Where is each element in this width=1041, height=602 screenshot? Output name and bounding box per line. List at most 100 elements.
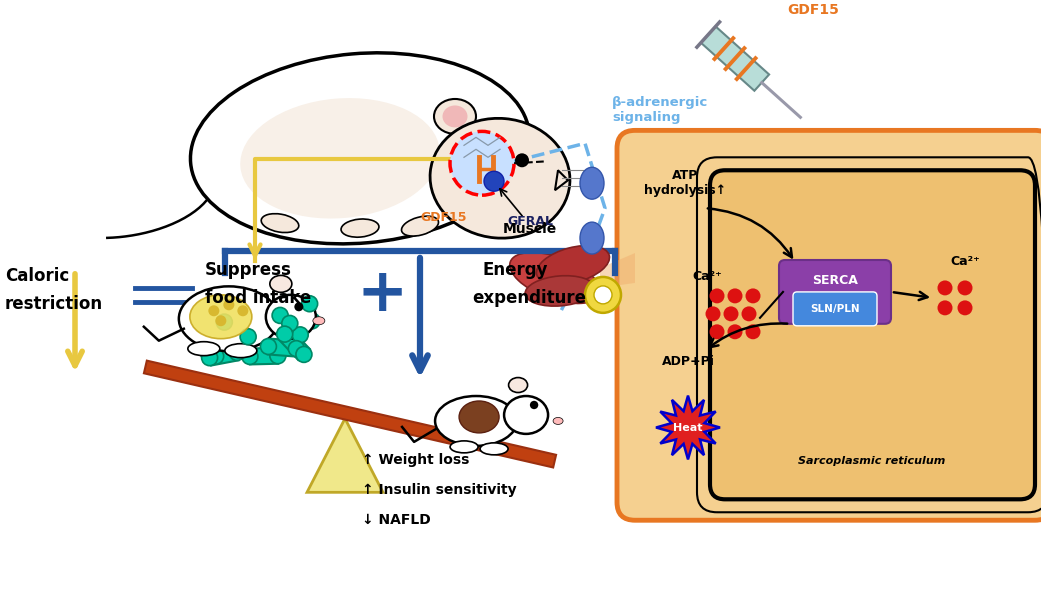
Polygon shape (275, 309, 306, 341)
Circle shape (530, 401, 538, 409)
Polygon shape (208, 344, 238, 365)
Polygon shape (656, 396, 720, 459)
Text: ATP
hydrolysis↑: ATP hydrolysis↑ (644, 169, 726, 197)
Circle shape (723, 306, 738, 321)
Polygon shape (250, 348, 278, 364)
Text: food intake: food intake (205, 289, 311, 307)
Circle shape (240, 318, 257, 334)
Text: ↑ Weight loss: ↑ Weight loss (362, 453, 469, 467)
Text: Sarcoplasmic reticulum: Sarcoplasmic reticulum (798, 456, 945, 467)
Text: +: + (356, 265, 408, 324)
Circle shape (710, 288, 725, 303)
Circle shape (282, 315, 298, 332)
Circle shape (228, 340, 244, 356)
Text: β-adrenergic
signaling: β-adrenergic signaling (612, 96, 708, 125)
Text: GDF15: GDF15 (787, 3, 839, 17)
Text: Muscle: Muscle (503, 222, 557, 236)
Circle shape (277, 307, 293, 323)
Ellipse shape (525, 276, 594, 306)
Circle shape (214, 291, 230, 308)
Circle shape (208, 305, 220, 316)
Circle shape (277, 326, 293, 342)
Polygon shape (144, 361, 556, 468)
FancyBboxPatch shape (793, 292, 877, 326)
Text: ADP+Pi: ADP+Pi (662, 355, 714, 368)
Polygon shape (207, 340, 237, 360)
Text: SLN/PLN: SLN/PLN (810, 304, 860, 314)
Ellipse shape (179, 287, 279, 351)
Circle shape (215, 326, 231, 341)
Text: restriction: restriction (5, 295, 103, 313)
Ellipse shape (553, 417, 563, 424)
Ellipse shape (580, 167, 604, 199)
Circle shape (195, 308, 211, 324)
Circle shape (288, 341, 304, 356)
Polygon shape (307, 418, 383, 492)
Circle shape (217, 314, 232, 330)
Circle shape (231, 333, 247, 349)
Text: SERCA: SERCA (812, 275, 858, 287)
Ellipse shape (189, 295, 252, 339)
Circle shape (243, 318, 258, 334)
Text: expenditure: expenditure (472, 289, 586, 307)
Text: ↓ NAFLD: ↓ NAFLD (362, 514, 431, 527)
Polygon shape (268, 338, 297, 356)
Circle shape (938, 281, 953, 296)
Polygon shape (201, 308, 232, 333)
Text: GFRAL: GFRAL (507, 215, 553, 228)
Circle shape (187, 302, 204, 317)
FancyBboxPatch shape (710, 170, 1035, 499)
Ellipse shape (442, 105, 467, 128)
Circle shape (222, 317, 237, 333)
Circle shape (200, 344, 217, 361)
Circle shape (594, 286, 612, 304)
Polygon shape (222, 318, 253, 341)
Ellipse shape (450, 441, 478, 453)
Circle shape (270, 348, 286, 364)
Polygon shape (555, 170, 568, 190)
Circle shape (484, 171, 504, 191)
Circle shape (585, 277, 621, 313)
Circle shape (240, 329, 256, 345)
Ellipse shape (459, 401, 499, 433)
Polygon shape (220, 315, 252, 344)
Circle shape (706, 306, 720, 321)
Circle shape (272, 308, 288, 323)
Circle shape (225, 324, 240, 341)
Circle shape (710, 324, 725, 340)
Polygon shape (284, 298, 315, 329)
Ellipse shape (504, 396, 548, 434)
Circle shape (215, 315, 226, 326)
Circle shape (304, 313, 320, 329)
Ellipse shape (265, 295, 315, 339)
Ellipse shape (434, 99, 476, 134)
Polygon shape (204, 321, 233, 341)
Circle shape (213, 315, 229, 331)
Text: Suppress: Suppress (205, 261, 291, 279)
Circle shape (207, 348, 224, 364)
Text: Ca²⁺: Ca²⁺ (692, 270, 721, 283)
Text: Ca²⁺: Ca²⁺ (950, 255, 980, 268)
Polygon shape (701, 26, 769, 91)
Circle shape (741, 306, 757, 321)
Text: GDF15: GDF15 (421, 211, 467, 224)
Ellipse shape (435, 396, 517, 446)
Circle shape (260, 338, 277, 355)
Ellipse shape (430, 119, 569, 238)
Polygon shape (279, 329, 310, 360)
Ellipse shape (509, 377, 528, 393)
Circle shape (237, 305, 249, 316)
Circle shape (728, 288, 742, 303)
Text: Caloric: Caloric (5, 267, 70, 285)
Circle shape (215, 322, 232, 338)
FancyBboxPatch shape (617, 131, 1041, 520)
Circle shape (958, 281, 972, 296)
Polygon shape (220, 315, 250, 334)
Ellipse shape (480, 443, 508, 455)
Polygon shape (219, 324, 251, 353)
Polygon shape (600, 253, 635, 288)
Text: Heat: Heat (674, 423, 703, 432)
Circle shape (515, 154, 529, 167)
Circle shape (202, 350, 218, 365)
Circle shape (293, 327, 308, 343)
